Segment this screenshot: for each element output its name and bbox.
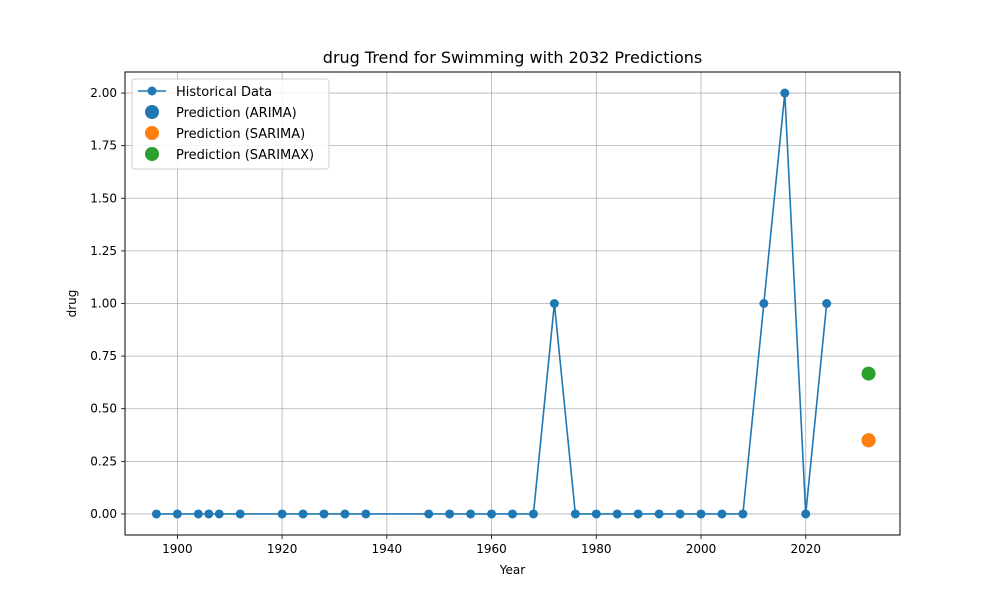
y-tick-label: 1.25 (90, 244, 117, 258)
y-tick-label: 1.00 (90, 297, 117, 311)
x-tick-label: 1940 (372, 542, 403, 556)
data-series (151, 88, 876, 519)
historical-data-point (780, 88, 790, 98)
historical-data-point (801, 509, 811, 519)
legend-entry-label: Historical Data (176, 85, 272, 100)
x-tick-label: 1980 (581, 542, 612, 556)
x-tick-label: 2000 (686, 542, 717, 556)
legend: Historical Data Prediction (ARIMA) Predict… (131, 78, 330, 170)
historical-data-point (696, 509, 706, 519)
x-tick-label: 2020 (790, 542, 821, 556)
historical-data-point (466, 509, 476, 519)
historical-data-point (445, 509, 455, 519)
historical-data-point (340, 509, 350, 519)
historical-data-point (508, 509, 517, 519)
historical-data-point (319, 509, 329, 519)
y-tick-label: 0.25 (90, 454, 117, 468)
historical-data-point (717, 509, 727, 519)
prediction-point (861, 433, 876, 448)
historical-data-point (204, 509, 214, 519)
legend-marker-swatch (145, 147, 159, 161)
historical-data-point (570, 509, 580, 519)
historical-data-point (193, 509, 203, 519)
legend-marker-swatch (145, 126, 159, 140)
historical-data-point (738, 509, 748, 519)
historical-data-point (549, 299, 559, 308)
historical-data-point (424, 509, 434, 519)
x-tick-label: 1920 (267, 542, 298, 556)
grid-lines (125, 72, 900, 535)
historical-data-point (633, 509, 643, 519)
x-tick-label: 1900 (162, 542, 193, 556)
historical-data-point (654, 509, 664, 519)
historical-data-point (298, 509, 308, 519)
axis-ticks: 1900 1920 1940 1960 1980 2000 2020 0.00 0.25 0.50… (90, 86, 821, 556)
historical-data-point (277, 509, 287, 519)
historical-data-point (759, 299, 769, 308)
historical-data-point (612, 509, 622, 519)
historical-data-point (591, 509, 601, 519)
x-tick-label: 1960 (476, 542, 507, 556)
historical-data-point (214, 509, 224, 519)
historical-data-point (487, 509, 497, 519)
y-tick-label: 1.50 (90, 191, 117, 205)
y-tick-label: 0.50 (90, 402, 117, 416)
chart-title: drug Trend for Swimming with 2032 Predic… (323, 48, 702, 67)
y-tick-label: 1.75 (90, 139, 117, 153)
legend-marker-swatch (147, 86, 157, 96)
y-axis-label: drug (65, 290, 79, 318)
historical-data-point (822, 299, 832, 308)
y-tick-label: 2.00 (90, 86, 117, 100)
historical-data-point (361, 509, 371, 519)
historical-data-point (528, 509, 538, 519)
legend-entry-label: Prediction (SARIMAX) (176, 148, 314, 163)
legend-entry-label: Prediction (SARIMA) (176, 127, 305, 142)
x-axis-label: Year (499, 563, 525, 577)
legend-entry-label: Prediction (ARIMA) (176, 106, 297, 121)
legend-marker-swatch (145, 105, 159, 119)
historical-data-point (151, 509, 161, 519)
y-tick-label: 0.00 (90, 507, 117, 521)
y-tick-label: 0.75 (90, 349, 117, 363)
historical-data-point (235, 509, 245, 519)
legend-box (131, 78, 330, 170)
prediction-point (861, 366, 876, 381)
historical-data-point (675, 509, 685, 519)
historical-data-point (172, 509, 182, 519)
